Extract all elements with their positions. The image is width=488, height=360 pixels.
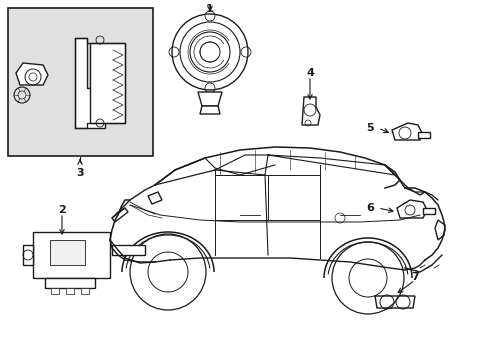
Bar xyxy=(66,288,74,294)
Text: 4: 4 xyxy=(305,68,313,78)
Bar xyxy=(81,288,89,294)
Polygon shape xyxy=(112,245,145,255)
Polygon shape xyxy=(112,208,128,222)
Text: 1: 1 xyxy=(206,4,213,14)
Text: 5: 5 xyxy=(366,123,373,133)
Polygon shape xyxy=(302,97,319,125)
Polygon shape xyxy=(45,278,95,288)
Polygon shape xyxy=(396,200,426,218)
Polygon shape xyxy=(148,192,162,204)
Text: 7: 7 xyxy=(410,272,418,282)
Polygon shape xyxy=(16,63,48,85)
Polygon shape xyxy=(200,106,220,114)
Polygon shape xyxy=(23,245,33,265)
Polygon shape xyxy=(90,43,125,123)
Text: 3: 3 xyxy=(76,168,83,178)
Polygon shape xyxy=(33,232,110,278)
Polygon shape xyxy=(374,296,414,308)
Polygon shape xyxy=(417,132,429,138)
Polygon shape xyxy=(391,123,421,140)
Text: 2: 2 xyxy=(58,205,66,215)
Polygon shape xyxy=(434,220,444,240)
Bar xyxy=(8,8,153,156)
Bar xyxy=(50,240,85,265)
Text: 6: 6 xyxy=(366,203,373,213)
Polygon shape xyxy=(422,208,434,214)
Bar xyxy=(51,288,59,294)
Polygon shape xyxy=(75,38,105,128)
Polygon shape xyxy=(198,92,222,106)
